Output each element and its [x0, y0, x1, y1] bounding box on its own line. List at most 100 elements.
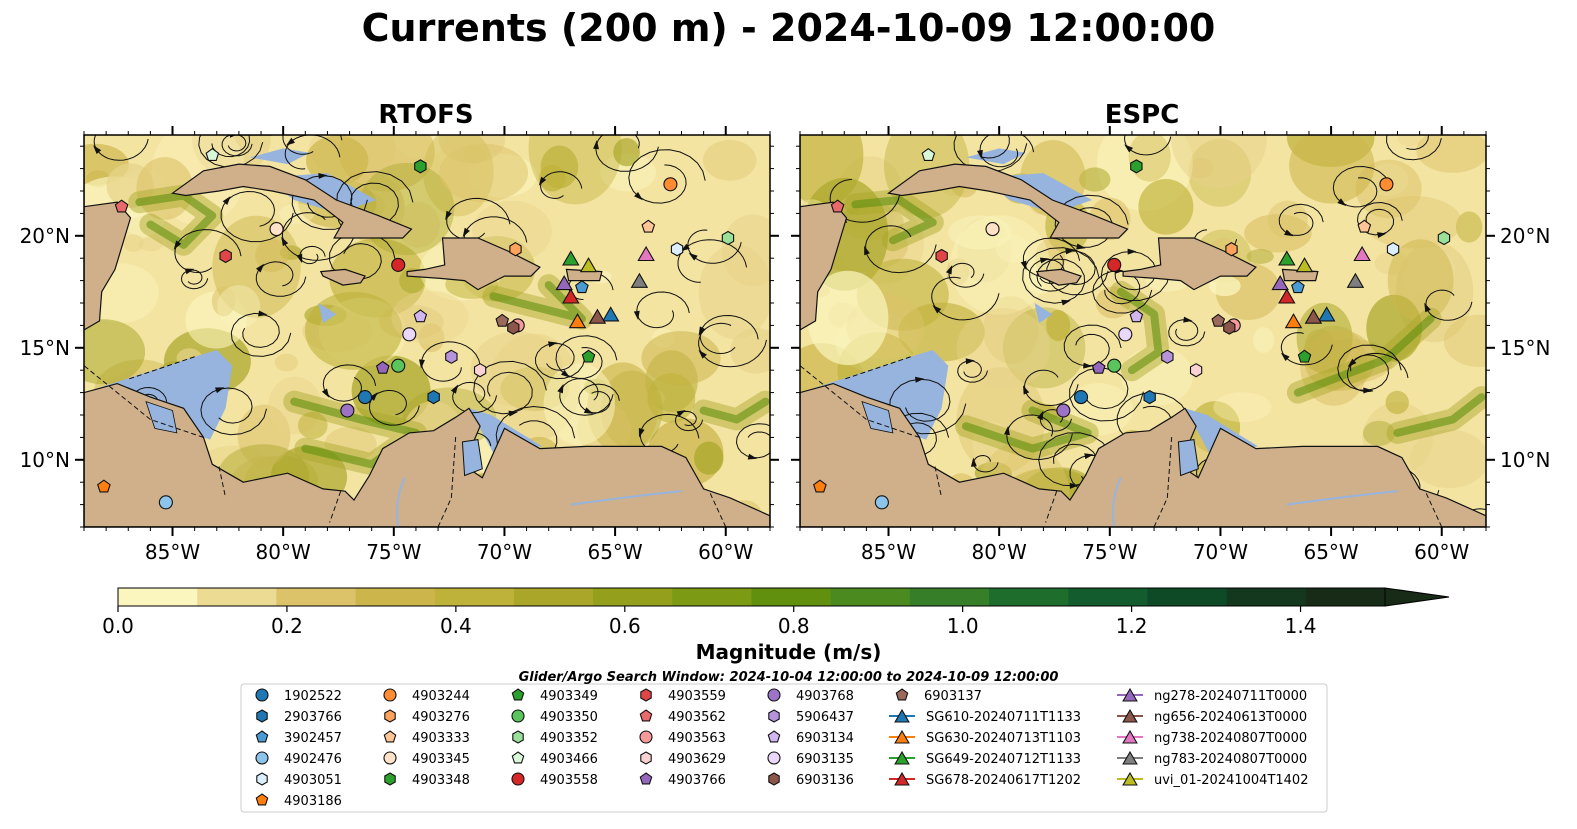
country-border	[1045, 490, 1058, 523]
x-tick-label: 80°W	[256, 540, 311, 564]
colorbar-bin	[513, 588, 594, 606]
land	[1122, 237, 1257, 291]
legend-label: uvi_01-20241004T1402	[1154, 773, 1308, 788]
obs-marker-ng278-20240711T0000	[1271, 275, 1289, 291]
legend-label: 4903558	[540, 773, 598, 788]
magnitude-patch	[237, 404, 291, 467]
colorbar-bin	[909, 588, 990, 606]
streamline-arrow	[1377, 232, 1387, 238]
x-tick-label: 65°W	[1303, 540, 1358, 564]
magnitude-patch	[1188, 138, 1252, 207]
shallow-water	[84, 350, 233, 440]
legend-marker	[768, 709, 780, 723]
obs-marker-4903562	[830, 199, 845, 213]
obs-marker-4903051	[1386, 242, 1400, 257]
streamline-arrow	[286, 137, 295, 146]
colorbar-tick-label: 1.2	[1116, 614, 1148, 638]
obs-marker-4903348	[1130, 159, 1143, 174]
obs-marker-4903629	[473, 363, 487, 378]
colorbar-bin	[672, 588, 752, 606]
colorbar-bin	[276, 588, 357, 606]
legend-marker	[255, 751, 269, 765]
colorbar-tick-label: 0.8	[778, 614, 810, 638]
fast-current-core	[1393, 393, 1486, 437]
magnitude-patch	[1289, 135, 1375, 204]
y-tick-label: 20°N	[20, 224, 70, 248]
streamline-arrow	[508, 410, 518, 417]
streamline-arrow	[638, 428, 645, 438]
legend-marker	[1122, 729, 1138, 744]
colorbar-extend-arrow	[1384, 587, 1450, 607]
legend-marker	[639, 730, 653, 744]
streamline-arrow	[296, 253, 303, 264]
obs-marker-3902457	[575, 280, 589, 294]
land	[84, 382, 770, 527]
magnitude-patch	[946, 258, 970, 286]
legend-label: 4903349	[540, 689, 598, 704]
legend-item: ng278-20240711T0000	[1117, 687, 1307, 704]
legend-label: 6903136	[796, 773, 854, 788]
legend-item: 4903051	[256, 772, 342, 788]
colorbar: 0.0 0.2 0.4 0.6 0.8 1.0 1.2 1.4	[102, 587, 1450, 638]
legend-label: 4903276	[412, 710, 470, 725]
magnitude-patch	[1209, 275, 1241, 297]
colorbar-bin	[1305, 588, 1386, 606]
streamline-arrow	[977, 149, 983, 160]
obs-marker-SG630-20240713T1103	[1284, 313, 1303, 329]
streamline-arrow	[184, 268, 195, 275]
fast-current-core	[851, 196, 937, 245]
magnitude-patch	[543, 363, 615, 445]
legend-label: 4903563	[668, 731, 726, 746]
x-tick-label: 85°W	[861, 540, 916, 564]
streamline-arrow	[450, 384, 459, 394]
streamline-arrow	[1363, 387, 1373, 394]
magnitude-patch	[305, 291, 403, 370]
legend: 1902522 2903766 3902457 4902476 4903051 49031…	[240, 683, 1328, 813]
magnitude-patch	[217, 285, 261, 329]
legend-marker	[894, 708, 910, 723]
magnitude-patch	[1267, 200, 1308, 239]
legend-item: 6903137	[895, 688, 982, 704]
streamline-arrow	[281, 236, 289, 247]
streamline-arrow	[1393, 121, 1402, 128]
map-frame	[799, 134, 1487, 528]
obs-marker-ng738-20240807T0000	[637, 245, 655, 262]
fast-current-core	[1116, 287, 1163, 375]
legend-label: 6903137	[924, 689, 982, 704]
magnitude-patch	[956, 308, 1050, 390]
legend-label: SG649-20240712T1133	[926, 752, 1081, 767]
legend-label: 6903134	[796, 731, 854, 746]
streamline-arrow	[1083, 362, 1093, 369]
streamline-arrow	[915, 376, 925, 383]
legend-marker	[767, 730, 781, 743]
legend-item: SG678-20240617T1202	[889, 771, 1081, 788]
colorbar-bin	[197, 588, 277, 606]
magnitude-patch	[1416, 135, 1486, 173]
legend-marker	[383, 688, 397, 702]
obs-marker-4903348	[414, 159, 427, 174]
obs-marker-SG678-20240617T1202	[1278, 288, 1296, 304]
colorbar-bin	[989, 588, 1069, 606]
streamline-arrow	[1280, 352, 1290, 361]
legend-label: 5906437	[796, 710, 854, 725]
obs-marker-4903559	[219, 248, 232, 264]
magnitude-patch	[1246, 249, 1274, 264]
obs-marker-4903349	[1297, 349, 1312, 363]
streamline-arrow	[173, 240, 182, 250]
legend-item: 3902457	[255, 730, 342, 746]
y-tick-label: 10°N	[20, 448, 70, 472]
magnitude-patch	[1362, 420, 1396, 446]
streamline-arrow	[445, 210, 452, 221]
legend-marker	[512, 730, 524, 744]
legend-item: ng783-20240807T0000	[1117, 750, 1307, 767]
streamline-arrow	[1076, 243, 1086, 250]
country-border	[329, 490, 342, 523]
legend-label: SG630-20240713T1103	[926, 731, 1081, 746]
streamline-arrow	[1004, 425, 1010, 436]
streamline-arrow	[557, 384, 564, 394]
x-tick-label: 80°W	[972, 540, 1027, 564]
legend-item: 5906437	[768, 709, 854, 725]
streamline-arrow	[538, 176, 547, 186]
colorbar-bin	[355, 588, 436, 606]
magnitude-patch	[1171, 135, 1267, 189]
